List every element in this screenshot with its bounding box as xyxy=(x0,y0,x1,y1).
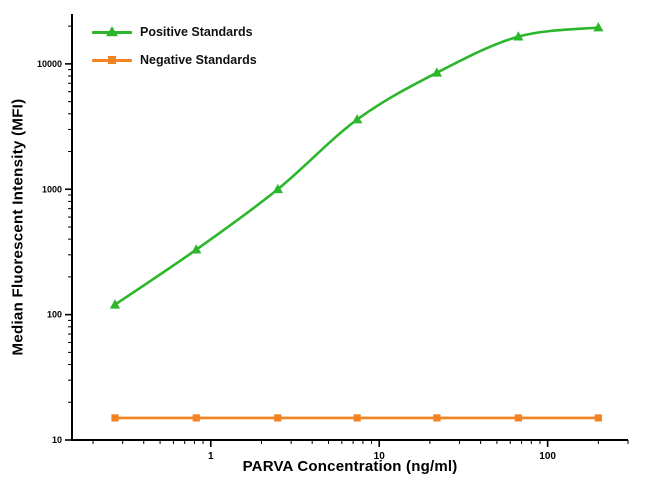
y-tick-label: 1000 xyxy=(42,184,62,194)
data-point-triangle xyxy=(109,299,121,309)
data-point-square xyxy=(433,414,441,422)
legend: Positive Standards Negative Standards xyxy=(92,24,257,68)
data-point-square xyxy=(192,414,200,422)
data-point-square xyxy=(514,414,522,422)
data-point-triangle xyxy=(431,67,443,77)
legend-label-positive-standards: Positive Standards xyxy=(140,25,253,39)
legend-entry-negative-standards: Negative Standards xyxy=(92,52,257,68)
x-tick-label: 10 xyxy=(374,451,386,462)
y-axis-label: Median Fluorescent Intensity (MFI) xyxy=(9,98,27,356)
legend-label-negative-standards: Negative Standards xyxy=(140,53,257,67)
x-axis-label: PARVA Concentration (ng/ml) xyxy=(242,458,458,475)
square-marker-icon xyxy=(108,56,116,64)
legend-entry-positive-standards: Positive Standards xyxy=(92,24,257,40)
data-point-triangle xyxy=(352,114,363,124)
data-point-triangle xyxy=(513,31,524,41)
triangle-marker-icon xyxy=(106,26,118,37)
data-point-triangle xyxy=(272,183,283,194)
data-point-square xyxy=(594,414,602,422)
y-tick-label: 10000 xyxy=(37,59,62,69)
data-point-square xyxy=(274,414,282,422)
series-line-triangle xyxy=(113,26,600,307)
data-point-square xyxy=(111,414,119,422)
data-point-triangle xyxy=(593,22,604,32)
y-tick-label: 10 xyxy=(52,435,62,445)
x-tick-label: 1 xyxy=(208,451,214,462)
data-point-square xyxy=(353,414,361,422)
y-tick-label: 100 xyxy=(47,310,62,320)
negative-standards-key xyxy=(92,52,132,68)
positive-standards-key xyxy=(92,24,132,40)
x-tick-label: 100 xyxy=(539,451,556,462)
data-point-triangle xyxy=(191,244,202,254)
